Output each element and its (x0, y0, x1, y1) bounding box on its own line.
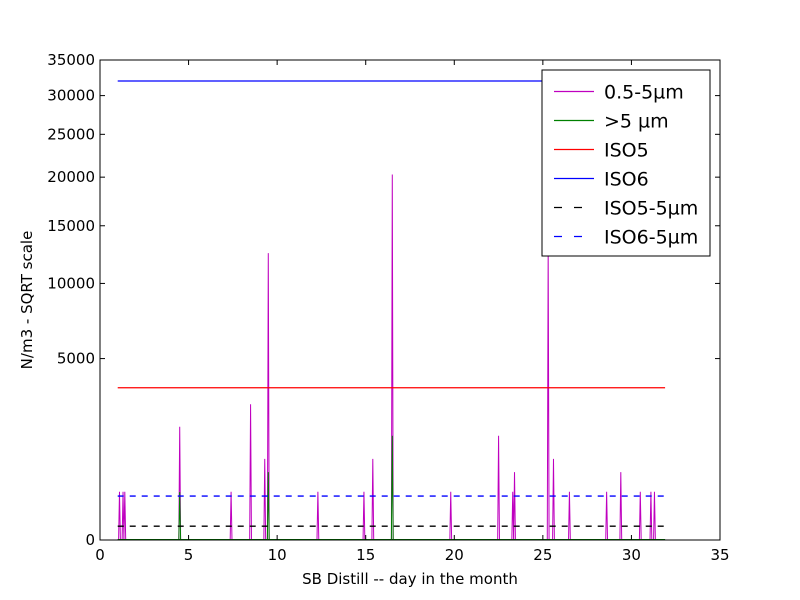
x-tick-label: 15 (356, 546, 375, 564)
x-tick-label: 5 (184, 546, 194, 564)
spike-0-5-5-m-16 (546, 247, 550, 541)
x-tick-label: 10 (268, 546, 287, 564)
legend-label-iso6: ISO6 (604, 169, 649, 191)
y-tick-label: 5000 (57, 350, 95, 368)
spike-0-5-5-m-2 (123, 491, 127, 541)
spike-0-5-5-m-4 (229, 491, 233, 541)
y-tick-label: 35000 (47, 51, 95, 69)
spike-0-5-5-m-20 (619, 472, 623, 541)
spike-0-5-5-m-17 (552, 458, 555, 541)
legend-label-0-5-5-m: 0.5-5µm (604, 82, 684, 104)
spike-0-5-5-m-1 (121, 491, 125, 541)
spike-0-5-5-m-15 (513, 472, 516, 541)
x-tick-label: 25 (533, 546, 552, 564)
spike-0-5-5-m-13 (497, 435, 500, 541)
spike-0-5-5-m-9 (362, 491, 366, 541)
y-tick-label: 30000 (47, 87, 95, 105)
axis-ticks: 0 5 10 15 20 25 30 35 0 5000 10000 15000 20000 25000 3… (47, 51, 729, 564)
y-tick-label: 10000 (47, 274, 95, 292)
y-tick-label: 0 (85, 531, 95, 549)
legend-label-iso5: ISO5 (604, 140, 649, 162)
spike-0-5-5-m-0 (118, 491, 121, 541)
plot-frame (99, 59, 721, 541)
spike-5-m-1 (266, 472, 270, 541)
spike-0-5-5-m-19 (605, 491, 609, 541)
x-axis-label: SB Distill -- day in the month (302, 570, 518, 588)
legend-label-iso5-5-m: ISO5-5µm (604, 198, 698, 220)
legend: 0.5-5µm >5 µm ISO5 ISO6 ISO5-5µm ISO6-5µm (541, 69, 711, 257)
spike-0-5-5-m-21 (638, 491, 642, 541)
spike-0-5-5-m-23 (653, 491, 656, 541)
legend-label-5-m: >5 µm (604, 111, 669, 133)
y-tick-label: 15000 (47, 217, 95, 235)
spike-0-5-5-m-12 (449, 491, 453, 541)
x-tick-label: 35 (710, 546, 729, 564)
spike-0-5-5-m-10 (371, 458, 375, 541)
legend-label-iso6-5-m: ISO6-5µm (604, 227, 698, 249)
y-axis-label: N/m3 - SQRT scale (18, 231, 36, 370)
spike-5-m-2 (390, 435, 394, 541)
spike-0-5-5-m-18 (568, 491, 571, 541)
spike-0-5-5-m-8 (316, 491, 320, 541)
x-tick-label: 30 (622, 546, 641, 564)
x-tick-label: 20 (445, 546, 464, 564)
spike-0-5-5-m-5 (249, 404, 252, 541)
y-tick-label: 25000 (47, 125, 95, 143)
spike-0-5-5-m-22 (649, 491, 653, 541)
spike-0-5-5-m-7 (266, 253, 270, 541)
spike-5-m-0 (178, 491, 182, 541)
spike-0-5-5-m-11 (390, 174, 394, 541)
y-tick-label: 20000 (47, 168, 95, 186)
legend-box (541, 69, 711, 257)
x-tick-label: 0 (95, 546, 105, 564)
spike-0-5-5-m-6 (263, 458, 267, 541)
